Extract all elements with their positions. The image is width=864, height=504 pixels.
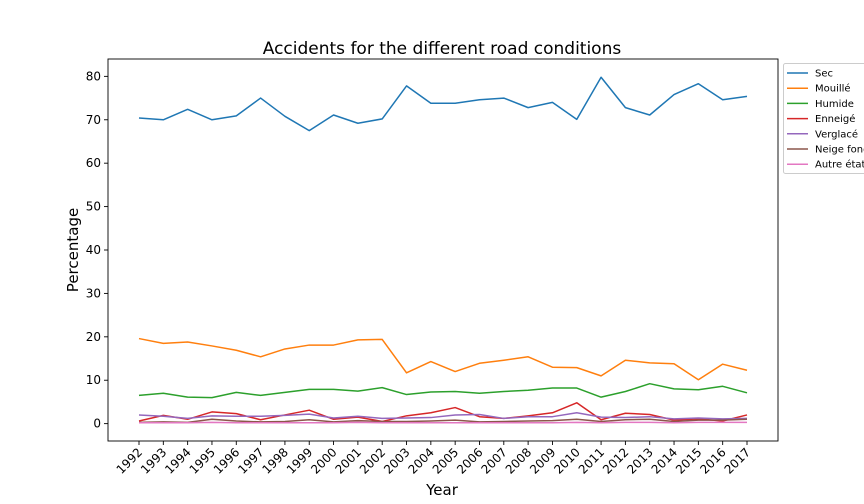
x-tick-label: 2007 (478, 445, 509, 476)
x-tick-label: 1993 (138, 445, 169, 476)
x-tick-label: 2017 (722, 445, 753, 476)
legend-entry-3: Enneigé (815, 113, 855, 125)
series-line-0 (138, 76, 748, 132)
x-tick-label: 2005 (430, 445, 461, 476)
x-tick-label: 1996 (211, 445, 242, 476)
plot-area (138, 76, 748, 424)
legend-entry-4: Verglacé (815, 128, 858, 140)
series-line-4 (138, 412, 748, 420)
x-axis-label: Year (425, 481, 459, 499)
x-tick-label: 1994 (162, 445, 193, 476)
x-tick-label: 2011 (576, 445, 607, 476)
x-tick-label: 2006 (454, 445, 485, 476)
x-tick-label: 2012 (600, 445, 631, 476)
x-tick-label: 1997 (235, 445, 266, 476)
plot-frame (107, 58, 779, 442)
x-tick-label: 2009 (527, 445, 558, 476)
legend-entry-1: Mouillé (815, 83, 851, 95)
y-tick-label: 10 (86, 373, 101, 387)
y-tick-label: 60 (86, 156, 101, 170)
y-axis: 0 10 20 30 40 50 60 70 80 (86, 69, 108, 431)
x-tick-label: 2013 (624, 445, 655, 476)
y-tick-label: 70 (86, 113, 101, 127)
y-tick-label: 30 (86, 286, 101, 300)
chart-title: Accidents for the different road conditi… (263, 39, 622, 59)
x-axis: 1992199319941995199619971998199920002001… (114, 441, 753, 477)
legend-entry-0: Sec (815, 69, 833, 80)
series-line-5 (138, 418, 748, 424)
y-tick-label: 20 (86, 330, 101, 344)
series-line-1 (138, 337, 748, 381)
x-tick-label: 2008 (503, 445, 534, 476)
x-tick-label: 2003 (381, 445, 412, 476)
x-tick-label: 1998 (260, 445, 291, 476)
x-tick-label: 1992 (114, 445, 145, 476)
legend-box (783, 63, 864, 174)
x-tick-label: 2002 (357, 445, 388, 476)
legend-entry-6: Autre état (815, 159, 864, 171)
x-tick-label: 2014 (649, 445, 680, 476)
x-tick-label: 2001 (333, 445, 364, 476)
legend: Sec Mouillé Humide Enneigé Verglacé Neige fon… (783, 63, 864, 174)
y-tick-label: 80 (86, 69, 101, 83)
y-tick-label: 50 (86, 200, 101, 214)
x-tick-label: 2015 (673, 445, 704, 476)
y-axis-label: Percentage (64, 208, 82, 292)
legend-entry-2: Humide (815, 99, 854, 110)
series-line-3 (138, 402, 748, 423)
series-line-2 (138, 382, 748, 399)
x-tick-label: 1995 (187, 445, 218, 476)
x-tick-label: 2016 (697, 445, 728, 476)
y-tick-label: 40 (86, 243, 101, 257)
x-tick-label: 2000 (308, 445, 339, 476)
legend-entry-5: Neige fondue (815, 145, 864, 156)
x-tick-label: 2010 (551, 445, 582, 476)
y-tick-label: 0 (93, 417, 101, 431)
x-tick-label: 1999 (284, 445, 315, 476)
x-tick-label: 2004 (405, 445, 436, 476)
